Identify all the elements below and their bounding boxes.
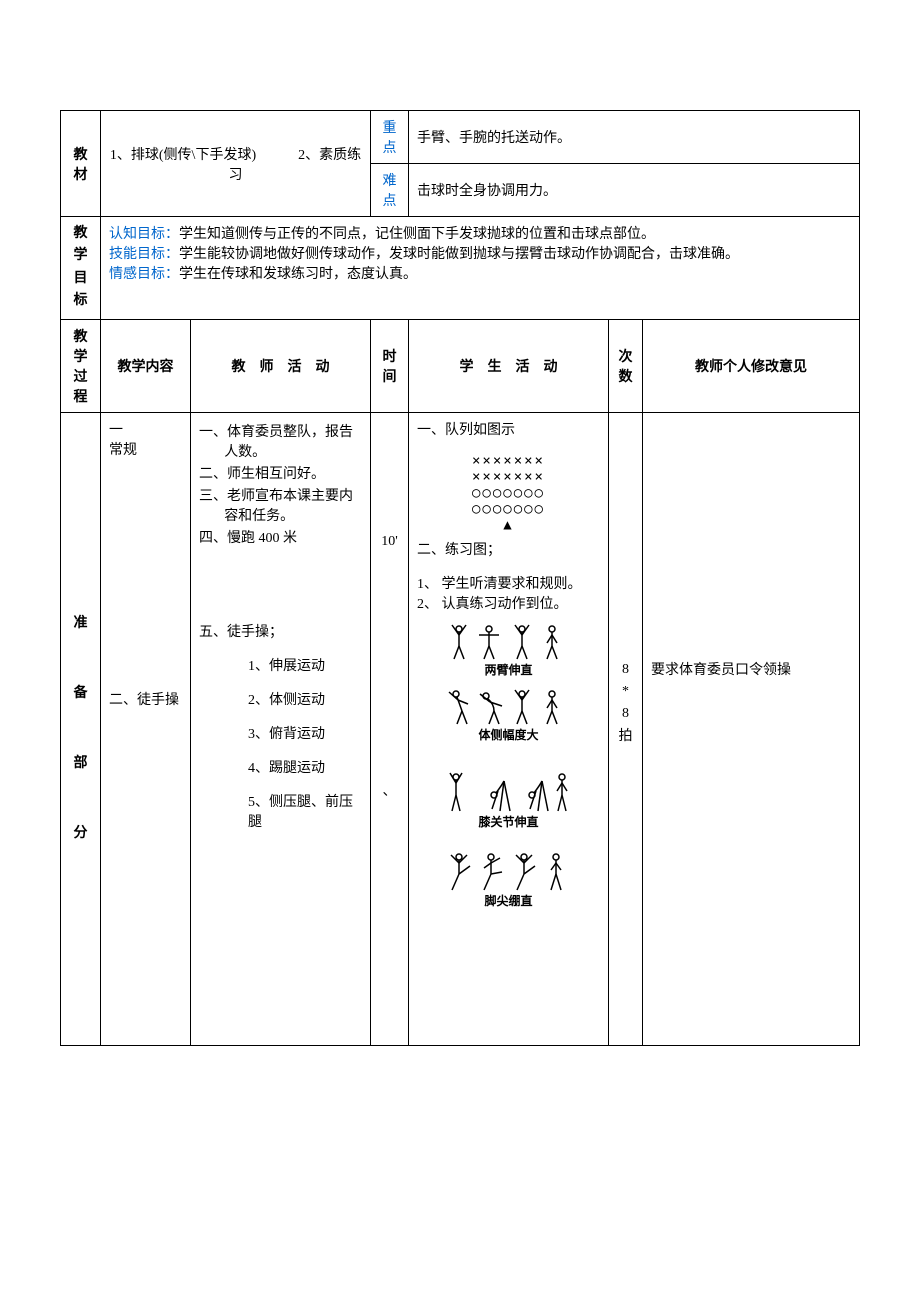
count-cell: 8 * 8 拍 [609, 412, 643, 1045]
exercise-figure-4: 脚尖绷直 [417, 850, 600, 909]
teacher-sub-5: 5、侧压腿、前压腿 [199, 791, 362, 831]
cognitive-label: 认知目标： [109, 227, 179, 242]
time-cell: 10' 、 [371, 412, 409, 1045]
goals-row-label: 教学目标 [61, 217, 101, 320]
teacher-sub-2: 2、体侧运动 [199, 689, 362, 709]
count-text: 8 * 8 拍 [617, 659, 634, 749]
emotion-label: 情感目标： [109, 267, 179, 282]
student-line-4: 2、 认真练习动作到位。 [417, 593, 600, 613]
col-content: 教学内容 [101, 319, 191, 412]
time-val-1: 10' [379, 534, 400, 550]
time-val-2: 、 [379, 780, 400, 800]
teacher-line-5: 五、徒手操； [199, 621, 362, 641]
student-line-2: 二、练习图； [417, 539, 600, 559]
stick-figure-icon [444, 686, 574, 726]
teacher-line-1: 一、体育委员整队，报告人数。 [199, 421, 362, 461]
teacher-cell: 一、体育委员整队，报告人数。 二、师生相互问好。 三、老师宣布本课主要内容和任务… [191, 412, 371, 1045]
exercise-figure-2: 体侧幅度大 [417, 686, 600, 743]
col-student: 学 生 活 动 [409, 319, 609, 412]
fig4-caption: 脚尖绷直 [417, 892, 600, 909]
teacher-line-2: 二、师生相互问好。 [199, 463, 362, 483]
col-time: 时间 [371, 319, 409, 412]
goals-row-label-text: 教学目标 [74, 226, 88, 308]
stick-figure-icon [444, 621, 574, 661]
stick-figure-icon [444, 771, 574, 813]
teacher-sub-1: 1、伸展运动 [199, 655, 362, 675]
emotion-text: 学生在传球和发球练习时，态度认真。 [179, 267, 417, 282]
remark-text: 要求体育委员口令领操 [651, 659, 851, 679]
exercise-figure-3: 膝关节伸直 [417, 771, 600, 830]
teacher-line-3: 三、老师宣布本课主要内容和任务。 [199, 485, 362, 525]
col-process: 教学过程 [61, 319, 101, 412]
content-line-2: 常规 [109, 439, 182, 459]
material-label: 教材 [61, 111, 101, 217]
phase-prep-label: 准 备 部 分 [61, 412, 101, 1045]
col-teacher: 教 师 活 动 [191, 319, 371, 412]
remark-cell: 要求体育委员口令领操 [643, 412, 860, 1045]
lesson-plan-page: 教材 1、排球(侧传\下手发球) 2、素质练习 重点 手臂、手腕的托送动作。 难… [60, 110, 860, 1046]
teacher-sub-3: 3、俯背运动 [199, 723, 362, 743]
student-cell: 一、队列如图示 ××××××× ××××××× ○○○○○○○ ○○○○○○○ … [409, 412, 609, 1045]
material-text: 1、排球(侧传\下手发球) 2、素质练习 [101, 111, 371, 217]
keypoint-text: 手臂、手腕的托送动作。 [409, 111, 860, 164]
cognitive-text: 学生知道侧传与正传的不同点，记住侧面下手发球抛球的位置和击球点部位。 [179, 227, 655, 242]
formation-row-o2: ○○○○○○○ [417, 501, 600, 517]
phase-char-1: 准 [69, 589, 92, 659]
stick-figure-icon [444, 850, 574, 892]
difficulty-text: 击球时全身协调用力。 [409, 164, 860, 217]
content-cell: 一 常规 二、徒手操 [101, 412, 191, 1045]
phase-char-4: 分 [69, 799, 92, 869]
difficulty-label: 难点 [371, 164, 409, 217]
skill-label: 技能目标： [109, 247, 179, 262]
fig1-caption: 两臂伸直 [417, 661, 600, 678]
student-line-1: 一、队列如图示 [417, 419, 600, 439]
phase-char-3: 部 [69, 729, 92, 799]
col-remark: 教师个人修改意见 [643, 319, 860, 412]
teacher-line-4: 四、慢跑 400 米 [199, 527, 362, 547]
formation-marker: ▲ [417, 517, 600, 533]
content-line-3: 二、徒手操 [109, 689, 182, 709]
content-line-1: 一 [109, 419, 182, 439]
skill-text: 学生能较协调地做好侧传球动作，发球时能做到抛球与摆臂击球动作协调配合，击球准确。 [179, 247, 739, 262]
student-line-3: 1、 学生听清要求和规则。 [417, 573, 600, 593]
keypoint-label: 重点 [371, 111, 409, 164]
exercise-figure-1: 两臂伸直 [417, 621, 600, 678]
goals-cell: 认知目标：学生知道侧传与正传的不同点，记住侧面下手发球抛球的位置和击球点部位。 … [101, 217, 860, 320]
formation-row-o1: ○○○○○○○ [417, 485, 600, 501]
teacher-sub-4: 4、踢腿运动 [199, 757, 362, 777]
formation-row-x1: ××××××× [417, 453, 600, 469]
fig3-caption: 膝关节伸直 [417, 813, 600, 830]
lesson-plan-table: 教材 1、排球(侧传\下手发球) 2、素质练习 重点 手臂、手腕的托送动作。 难… [60, 110, 860, 1046]
fig2-caption: 体侧幅度大 [417, 726, 600, 743]
phase-char-2: 备 [69, 659, 92, 729]
col-count: 次数 [609, 319, 643, 412]
formation-row-x2: ××××××× [417, 469, 600, 485]
